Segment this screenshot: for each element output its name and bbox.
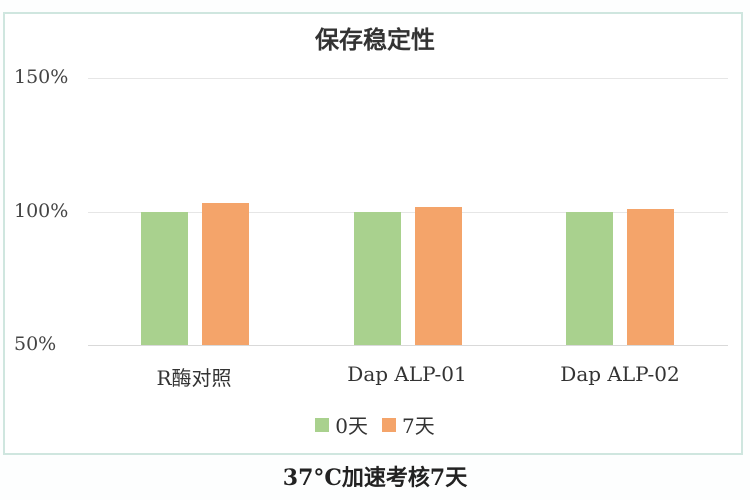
y-tick-50: 50% bbox=[14, 333, 57, 355]
x-label-dap-alp-01: Dap ALP-01 bbox=[347, 362, 467, 386]
bar-day7-2 bbox=[627, 209, 674, 345]
legend-item-day0: 0天 bbox=[315, 410, 368, 439]
bar-day7-0 bbox=[202, 203, 249, 345]
bar-day0-1 bbox=[354, 211, 401, 345]
caption: 37°C加速考核7天 bbox=[282, 465, 468, 491]
bar-day0-2 bbox=[566, 211, 613, 345]
gridline-150 bbox=[88, 78, 728, 79]
legend-item-day7: 7天 bbox=[382, 410, 435, 439]
legend-swatch-orange bbox=[382, 417, 396, 432]
legend-label-day0: 0天 bbox=[335, 414, 368, 438]
x-label-dap-alp-02: Dap ALP-02 bbox=[560, 362, 680, 386]
legend: 0天 7天 bbox=[0, 410, 750, 439]
x-axis-line bbox=[88, 345, 728, 346]
y-tick-100: 100% bbox=[14, 200, 69, 222]
legend-label-day7: 7天 bbox=[402, 414, 435, 438]
y-tick-150: 150% bbox=[14, 66, 69, 88]
chart-title: 保存稳定性 bbox=[315, 25, 435, 54]
x-label-r-control: R酶对照 bbox=[156, 366, 232, 390]
bar-day7-1 bbox=[415, 206, 462, 345]
bar-day0-0 bbox=[141, 211, 188, 345]
gridline-100 bbox=[88, 212, 728, 213]
legend-swatch-green bbox=[315, 417, 330, 432]
